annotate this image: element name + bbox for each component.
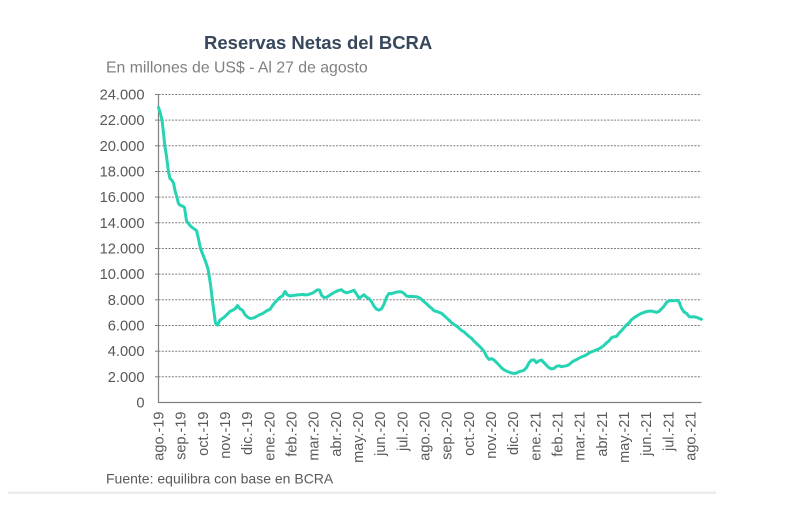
svg-text:0: 0 bbox=[136, 396, 144, 412]
svg-text:mar.-20: mar.-20 bbox=[307, 412, 323, 461]
svg-text:6.000: 6.000 bbox=[108, 319, 145, 335]
svg-text:dic.-20: dic.-20 bbox=[506, 412, 522, 456]
svg-text:Reservas Netas del BCRA: Reservas Netas del BCRA bbox=[204, 32, 432, 53]
svg-text:ago.-19: ago.-19 bbox=[152, 412, 168, 461]
svg-text:2.000: 2.000 bbox=[108, 370, 145, 386]
svg-text:En millones de US$ - Al 27 de: En millones de US$ - Al 27 de agosto bbox=[106, 59, 368, 76]
svg-text:24.000: 24.000 bbox=[100, 88, 145, 104]
svg-text:ene.-20: ene.-20 bbox=[262, 412, 278, 461]
svg-text:20.000: 20.000 bbox=[100, 139, 145, 155]
svg-text:ene.-21: ene.-21 bbox=[528, 412, 544, 461]
svg-text:nov.-20: nov.-20 bbox=[484, 411, 500, 458]
svg-text:14.000: 14.000 bbox=[100, 216, 145, 232]
svg-text:4.000: 4.000 bbox=[108, 344, 145, 360]
svg-text:jul.-21: jul.-21 bbox=[661, 412, 677, 453]
svg-text:mar.-21: mar.-21 bbox=[573, 412, 589, 461]
svg-text:18.000: 18.000 bbox=[100, 165, 145, 181]
svg-text:ago.-21: ago.-21 bbox=[684, 412, 700, 461]
svg-text:sep.-19: sep.-19 bbox=[174, 412, 190, 460]
svg-text:jun.-20: jun.-20 bbox=[373, 412, 389, 457]
svg-text:abr.-20: abr.-20 bbox=[329, 412, 345, 457]
svg-text:8.000: 8.000 bbox=[108, 293, 145, 309]
svg-text:may.-21: may.-21 bbox=[617, 412, 633, 463]
svg-text:dic.-19: dic.-19 bbox=[240, 412, 256, 456]
svg-text:10.000: 10.000 bbox=[100, 267, 145, 283]
svg-text:feb.-20: feb.-20 bbox=[285, 412, 301, 457]
svg-text:oct.-19: oct.-19 bbox=[196, 412, 212, 456]
svg-text:jun.-21: jun.-21 bbox=[639, 412, 655, 457]
svg-text:Fuente: equilibra con base en: Fuente: equilibra con base en BCRA bbox=[106, 471, 334, 487]
svg-text:jul.-20: jul.-20 bbox=[395, 412, 411, 453]
svg-text:12.000: 12.000 bbox=[100, 242, 145, 258]
svg-text:ago.-20: ago.-20 bbox=[418, 412, 434, 461]
svg-text:22.000: 22.000 bbox=[100, 113, 145, 129]
svg-text:feb.-21: feb.-21 bbox=[551, 412, 567, 457]
svg-text:16.000: 16.000 bbox=[100, 190, 145, 206]
svg-text:may.-20: may.-20 bbox=[351, 412, 367, 463]
svg-text:oct.-20: oct.-20 bbox=[462, 412, 478, 456]
svg-text:abr.-21: abr.-21 bbox=[595, 412, 611, 457]
svg-text:nov.-19: nov.-19 bbox=[218, 412, 234, 459]
svg-text:sep.-20: sep.-20 bbox=[440, 412, 456, 460]
